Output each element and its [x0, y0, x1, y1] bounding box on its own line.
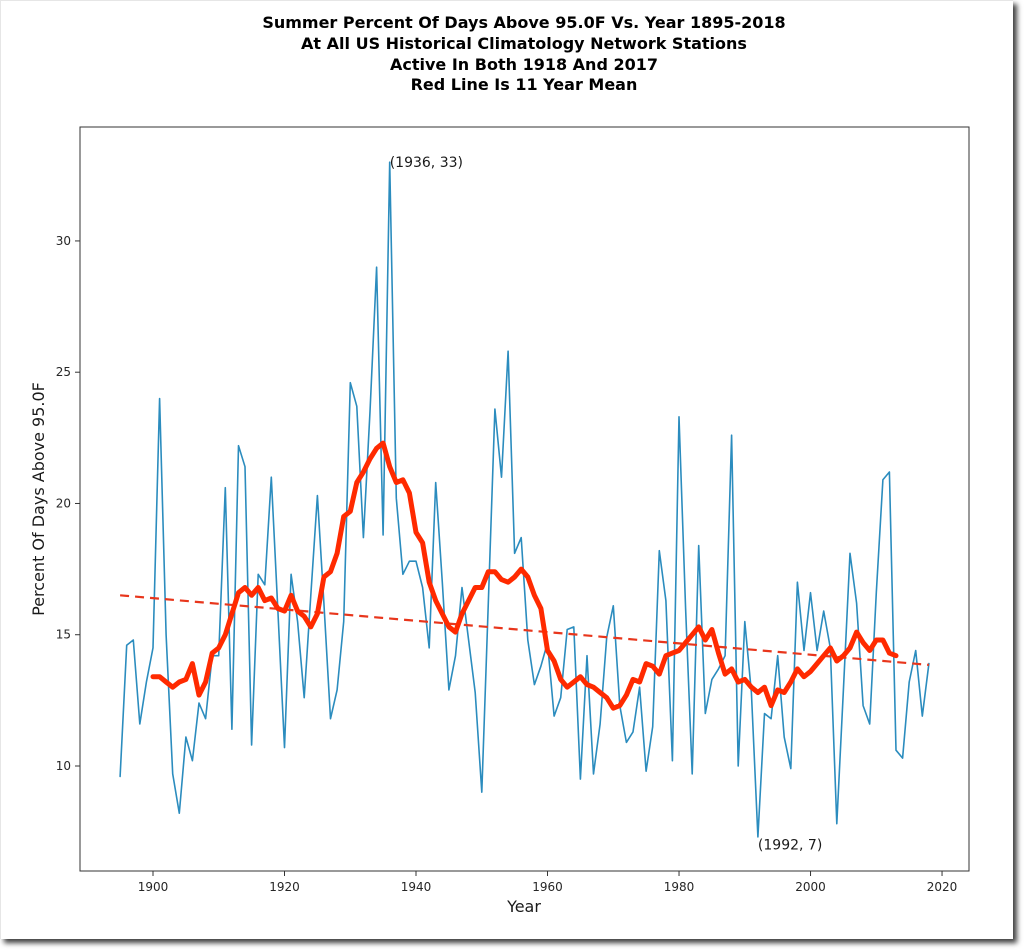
- title-line-4: Red Line Is 11 Year Mean: [411, 75, 638, 94]
- chart-title: Summer Percent Of Days Above 95.0F Vs. Y…: [262, 13, 785, 94]
- y-tick-label: 30: [56, 234, 71, 248]
- axes-frame: [79, 126, 970, 872]
- figure-frame: [0, 0, 1013, 939]
- annual-series-line: [119, 161, 930, 838]
- annotations: (1936, 33) (1992, 7): [390, 155, 823, 854]
- y-axis-ticks: 10 15 20 25 30: [56, 234, 80, 773]
- y-tick-label: 10: [56, 759, 71, 773]
- x-tick-label: 1900: [138, 880, 169, 894]
- y-tick-label: 25: [56, 365, 71, 379]
- trend-line: [120, 594, 929, 666]
- point-annotation: (1936, 33): [390, 155, 463, 171]
- title-line-1: Summer Percent Of Days Above 95.0F Vs. Y…: [262, 13, 785, 32]
- x-tick-label: 2000: [795, 880, 826, 894]
- x-axis-label: Year: [506, 897, 541, 916]
- x-tick-label: 1960: [532, 880, 563, 894]
- y-tick-label: 20: [56, 496, 71, 510]
- x-tick-label: 1980: [664, 880, 695, 894]
- y-tick-label: 15: [56, 628, 71, 642]
- x-axis-ticks: 1900 1920 1940 1960 1980 2000 2020: [138, 871, 958, 894]
- x-tick-label: 1920: [269, 880, 300, 894]
- point-annotation: (1992, 7): [758, 838, 822, 854]
- y-axis-label: Percent Of Days Above 95.0F: [29, 382, 48, 616]
- x-tick-label: 2020: [927, 880, 958, 894]
- x-tick-label: 1940: [401, 880, 432, 894]
- mean-series-line: [150, 440, 899, 711]
- title-line-3: Active In Both 1918 And 2017: [390, 55, 658, 74]
- title-line-2: At All US Historical Climatology Network…: [301, 34, 747, 53]
- plot-area: [119, 161, 930, 838]
